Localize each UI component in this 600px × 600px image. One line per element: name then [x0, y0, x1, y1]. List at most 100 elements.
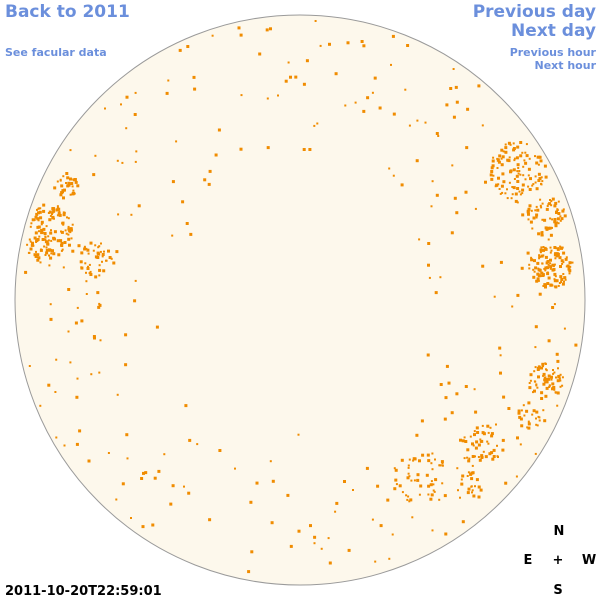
facula-dot — [545, 386, 549, 390]
facula-dot — [535, 205, 538, 208]
facula-dot — [540, 366, 543, 370]
facula-dot — [518, 170, 521, 172]
facula-dot — [196, 443, 199, 446]
facula-dot — [62, 223, 65, 226]
facula-dot — [520, 409, 523, 412]
facula-dot — [559, 265, 562, 268]
facula-dot — [71, 249, 75, 253]
facula-dot — [551, 306, 555, 309]
facula-dot — [101, 255, 104, 258]
facula-dot — [34, 231, 38, 235]
facula-dot — [563, 327, 566, 330]
facula-dot — [461, 520, 465, 524]
facula-dot — [533, 259, 536, 263]
facula-dot — [534, 366, 537, 369]
facula-dot — [567, 267, 571, 271]
facula-dot — [476, 431, 480, 434]
facula-dot — [527, 218, 530, 221]
facular-link[interactable]: See facular data — [5, 46, 107, 59]
facula-dot — [413, 457, 417, 461]
back-link[interactable]: Back to 2011 — [5, 2, 130, 22]
facula-dot — [504, 143, 507, 146]
facula-dot — [94, 154, 97, 157]
facula-dot — [466, 107, 470, 111]
facula-dot — [104, 107, 106, 110]
facula-dot — [302, 82, 306, 86]
previous-hour-link[interactable]: Previous hour — [510, 46, 597, 59]
next-hour-link[interactable]: Next hour — [535, 59, 597, 72]
facula-dot — [67, 225, 70, 228]
facula-dot — [37, 207, 40, 210]
facula-dot — [556, 404, 559, 407]
facula-dot — [365, 466, 369, 470]
facula-dot — [466, 448, 470, 452]
facula-dot — [347, 548, 351, 552]
facula-dot — [511, 186, 514, 188]
facula-dot — [542, 285, 545, 287]
next-day-link[interactable]: Next day — [511, 21, 596, 41]
facula-dot — [516, 187, 520, 190]
facula-dot — [542, 248, 545, 252]
facula-dot — [297, 433, 300, 436]
facula-dot — [234, 467, 236, 470]
facula-dot — [66, 176, 70, 180]
facula-dot — [527, 212, 530, 216]
compass-center: + — [553, 553, 564, 568]
facula-dot — [538, 419, 541, 422]
facula-dot — [66, 216, 68, 219]
previous-day-link[interactable]: Previous day — [473, 2, 596, 22]
facula-dot — [65, 172, 69, 175]
facula-dot — [309, 524, 312, 528]
facula-dot — [552, 369, 554, 371]
facula-dot — [144, 471, 148, 475]
facula-dot — [557, 284, 560, 287]
facula-dot — [502, 180, 506, 184]
facula-dot — [559, 275, 563, 279]
facula-dot — [405, 494, 408, 497]
facula-dot — [313, 542, 316, 545]
facula-dot — [553, 279, 557, 283]
facula-dot — [239, 147, 243, 151]
facula-dot — [83, 245, 86, 248]
facula-dot — [471, 489, 474, 492]
facula-dot — [42, 209, 46, 213]
facula-dot — [87, 252, 90, 255]
facula-dot — [459, 496, 461, 499]
facula-dot — [521, 188, 525, 192]
facula-dot — [508, 156, 511, 159]
facula-dot — [424, 121, 427, 124]
facula-dot — [549, 233, 553, 237]
facula-dot — [568, 272, 571, 275]
facula-dot — [30, 222, 33, 225]
facula-dot — [75, 442, 79, 446]
facula-dot — [60, 230, 64, 234]
facula-dot — [563, 276, 567, 280]
facula-dot — [544, 285, 547, 289]
facula-dot — [165, 91, 169, 95]
facula-dot — [549, 267, 552, 270]
facula-dot — [171, 484, 175, 488]
facula-dot — [183, 485, 185, 488]
facula-dot — [39, 216, 42, 219]
facula-dot — [56, 205, 59, 208]
facula-dot — [175, 140, 178, 143]
facula-dot — [108, 256, 112, 259]
facula-dot — [539, 198, 542, 201]
facula-dot — [541, 234, 544, 237]
facula-dot — [45, 246, 48, 249]
facula-dot — [471, 464, 474, 467]
facula-dot — [512, 148, 516, 152]
facula-dot — [561, 209, 565, 213]
facula-dot — [441, 464, 444, 467]
facula-dot — [319, 44, 322, 47]
facula-dot — [59, 178, 62, 181]
facula-dot — [511, 305, 514, 308]
facula-dot — [67, 183, 71, 187]
facula-dot — [431, 180, 434, 183]
facula-dot — [564, 257, 568, 261]
facula-dot — [55, 208, 59, 212]
facula-dot — [539, 248, 543, 252]
facula-dot — [492, 448, 496, 452]
facula-dot — [552, 268, 556, 271]
